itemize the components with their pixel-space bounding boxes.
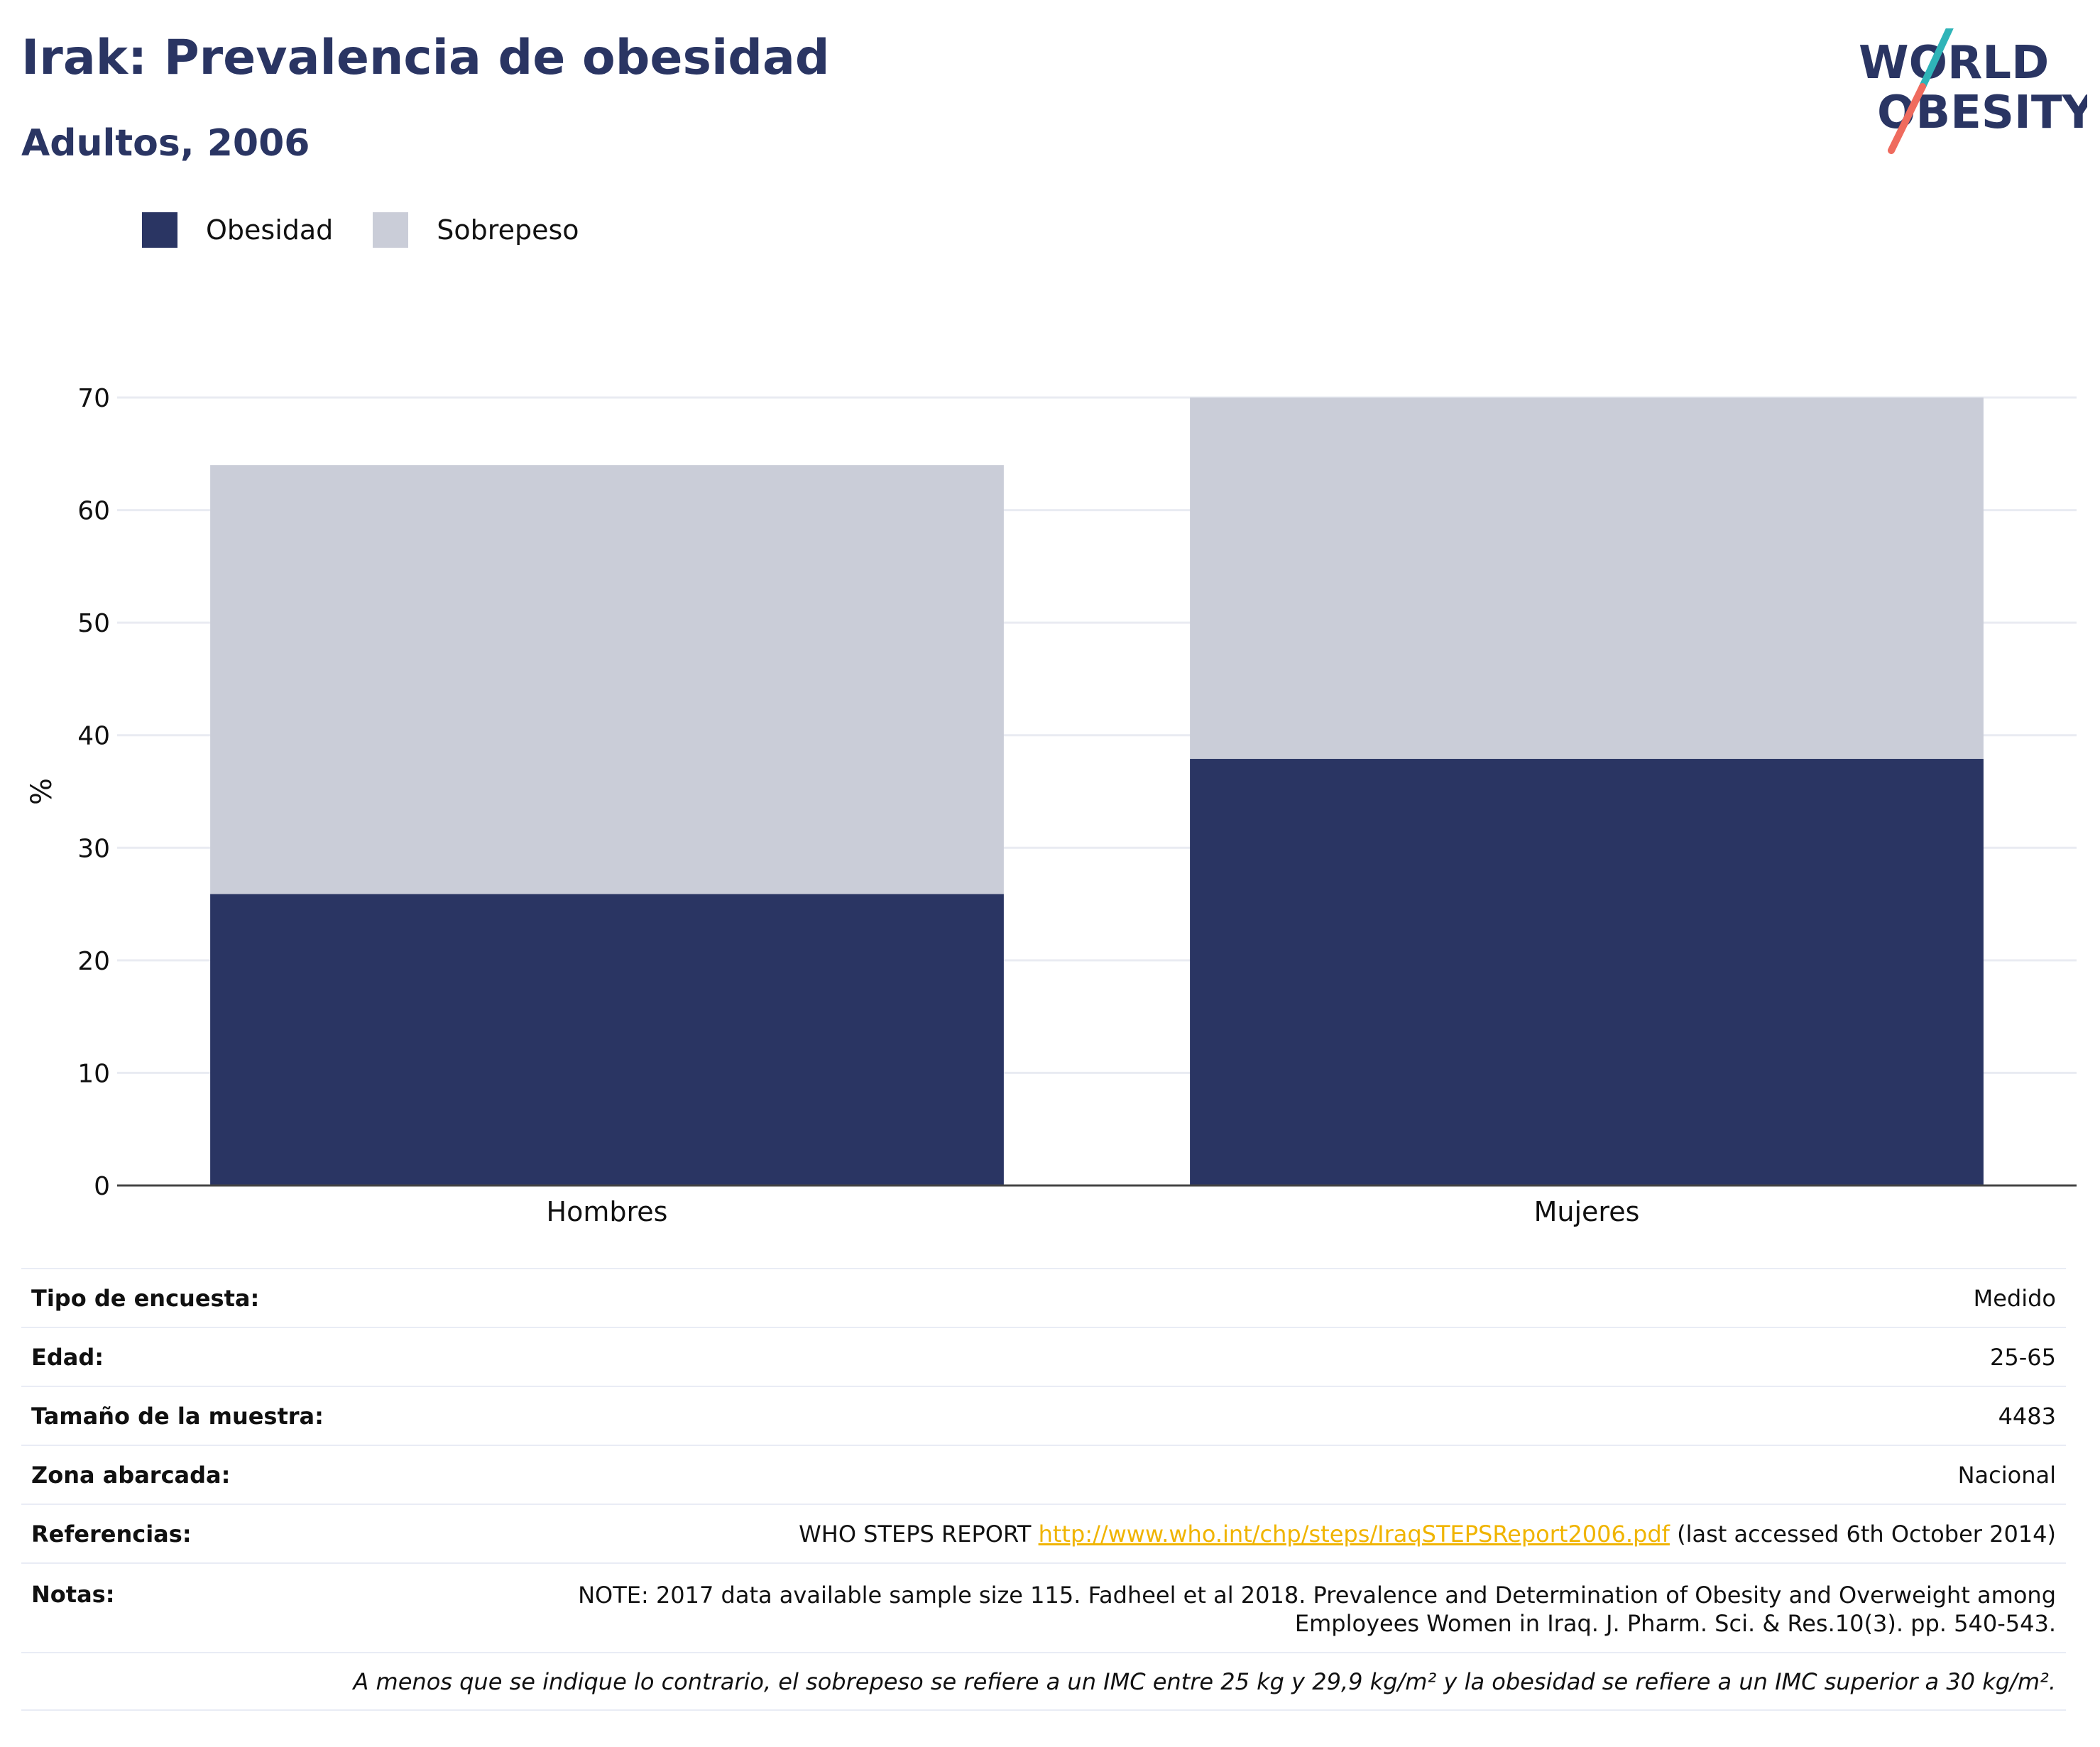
y-tick-label-30: 30 — [77, 834, 110, 863]
y-tick-label-10: 10 — [77, 1059, 110, 1088]
notes-line-1: NOTE: 2017 data available sample size 11… — [578, 1582, 2056, 1609]
logo-slash-coral — [1888, 83, 1926, 154]
bar-sobrepeso-hombres — [210, 465, 1004, 894]
bar-obesidad-hombres — [210, 894, 1004, 1185]
bar-sobrepeso-mujeres — [1190, 398, 1984, 760]
info-label-notes: Notas: — [31, 1581, 115, 1608]
chart-subtitle: Adultos, 2006 — [21, 122, 310, 165]
legend-label-sobrepeso: Sobrepeso — [437, 214, 579, 246]
legend-swatch-obesidad — [142, 212, 177, 248]
world-obesity-logo: WORLD OBESITY — [1859, 28, 2087, 154]
logo-slash-teal — [1919, 28, 1954, 90]
legend-item-obesidad[interactable]: Obesidad — [142, 212, 333, 248]
x-tick-label-hombres: Hombres — [547, 1196, 668, 1227]
definition-footnote: A menos que se indique lo contrario, el … — [21, 1652, 2066, 1711]
info-row-sample-size: Tamaño de la muestra: 4483 — [21, 1386, 2066, 1445]
reference-link[interactable]: http://www.who.int/chp/steps/IraqSTEPSRe… — [1038, 1520, 1670, 1548]
info-value-references: WHO STEPS REPORT http://www.who.int/chp/… — [799, 1521, 2056, 1548]
info-value-area: Nacional — [1957, 1461, 2056, 1489]
survey-info-table: Tipo de encuesta: Medido Edad: 25-65 Tam… — [21, 1268, 2066, 1711]
y-tick-label-50: 50 — [77, 609, 110, 638]
y-tick-label-40: 40 — [77, 722, 110, 751]
info-label-references: Referencias: — [31, 1520, 192, 1548]
notes-line-2: Employees Women in Iraq. J. Pharm. Sci. … — [1294, 1610, 2056, 1637]
info-row-area: Zona abarcada: Nacional — [21, 1445, 2066, 1504]
y-tick-label-0: 0 — [94, 1172, 110, 1201]
info-row-age: Edad: 25-65 — [21, 1327, 2066, 1386]
info-label-area: Zona abarcada: — [31, 1461, 231, 1489]
chart-title: Irak: Prevalencia de obesidad — [21, 30, 830, 86]
x-tick-label-mujeres: Mujeres — [1534, 1196, 1640, 1227]
info-value-age: 25-65 — [1990, 1343, 2056, 1371]
legend-label-obesidad: Obesidad — [206, 214, 334, 246]
info-row-notes: Notas: NOTE: 2017 data available sample … — [21, 1562, 2066, 1652]
chart-legend: Obesidad Sobrepeso — [142, 210, 619, 250]
y-tick-label-20: 20 — [77, 947, 110, 976]
info-label-survey-type: Tipo de encuesta: — [31, 1284, 260, 1312]
info-row-survey-type: Tipo de encuesta: Medido — [21, 1268, 2066, 1327]
info-label-age: Edad: — [31, 1343, 104, 1371]
info-value-notes: NOTE: 2017 data available sample size 11… — [578, 1581, 2056, 1638]
reference-prefix: WHO STEPS REPORT — [799, 1520, 1039, 1548]
reference-suffix: (last accessed 6th October 2014) — [1669, 1520, 2056, 1548]
bar-obesidad-mujeres — [1190, 759, 1984, 1185]
footnote-text: A menos que se indique lo contrario, el … — [353, 1667, 2056, 1695]
info-row-references: Referencias: WHO STEPS REPORT http://www… — [21, 1504, 2066, 1562]
y-tick-label-60: 60 — [77, 497, 110, 526]
info-label-sample-size: Tamaño de la muestra: — [31, 1402, 324, 1430]
info-value-survey-type: Medido — [1973, 1284, 2056, 1312]
info-value-sample-size: 4483 — [1998, 1402, 2056, 1430]
legend-item-sobrepeso[interactable]: Sobrepeso — [373, 212, 579, 248]
y-tick-label-70: 70 — [77, 384, 110, 413]
logo-text-world: WORLD — [1859, 37, 2049, 89]
bar-chart: 0 10 20 30 40 50 60 70% Hombres Mujeres — [26, 384, 2077, 1227]
y-axis-label: % — [26, 778, 58, 805]
legend-swatch-sobrepeso — [373, 212, 409, 248]
